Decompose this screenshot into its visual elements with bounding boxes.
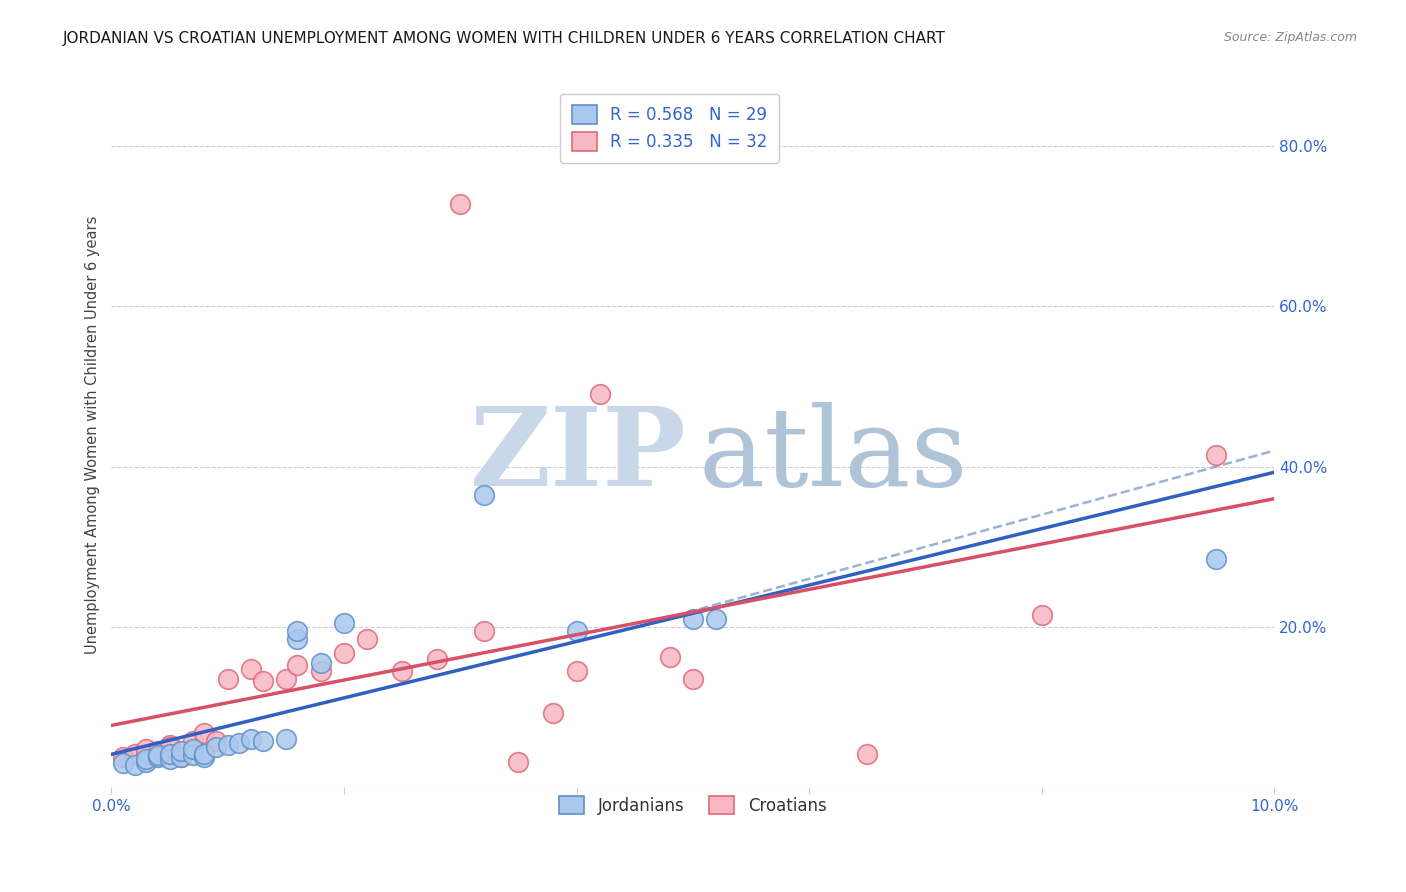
Point: [472, 488, 495, 502]
Point: [159, 739, 181, 753]
Point: [239, 732, 262, 747]
Point: [181, 741, 204, 756]
Point: [146, 749, 169, 764]
Point: [565, 624, 588, 638]
Point: [426, 652, 449, 666]
Point: [287, 632, 309, 646]
Point: [472, 624, 495, 638]
Point: [181, 733, 204, 747]
Point: [589, 387, 612, 401]
Legend: Jordanians, Croatians: Jordanians, Croatians: [550, 786, 837, 825]
Point: [135, 748, 157, 763]
Text: ZIP: ZIP: [471, 402, 688, 509]
Point: [391, 664, 413, 678]
Point: [565, 664, 588, 678]
Text: JORDANIAN VS CROATIAN UNEMPLOYMENT AMONG WOMEN WITH CHILDREN UNDER 6 YEARS CORRE: JORDANIAN VS CROATIAN UNEMPLOYMENT AMONG…: [63, 31, 946, 46]
Point: [112, 756, 135, 771]
Point: [124, 747, 146, 761]
Point: [193, 747, 215, 761]
Point: [135, 752, 157, 766]
Y-axis label: Unemployment Among Women with Children Under 6 years: Unemployment Among Women with Children U…: [86, 215, 100, 654]
Point: [704, 612, 727, 626]
Point: [217, 739, 239, 753]
Point: [228, 736, 250, 750]
Point: [309, 664, 332, 678]
Point: [274, 732, 297, 747]
Point: [170, 749, 193, 764]
Point: [287, 658, 309, 673]
Point: [658, 650, 681, 665]
Point: [205, 740, 228, 755]
Point: [333, 646, 356, 660]
Point: [170, 744, 193, 758]
Point: [543, 706, 565, 721]
Point: [146, 748, 169, 763]
Point: [181, 748, 204, 763]
Point: [449, 196, 471, 211]
Point: [508, 755, 530, 769]
Point: [856, 747, 879, 761]
Point: [205, 733, 228, 747]
Point: [159, 740, 181, 755]
Point: [252, 733, 274, 747]
Point: [309, 656, 332, 670]
Point: [682, 612, 704, 626]
Point: [1031, 607, 1053, 622]
Point: [135, 755, 157, 769]
Text: Source: ZipAtlas.com: Source: ZipAtlas.com: [1223, 31, 1357, 45]
Point: [124, 757, 146, 772]
Point: [252, 674, 274, 689]
Text: atlas: atlas: [699, 402, 969, 509]
Point: [682, 672, 704, 686]
Point: [146, 744, 169, 758]
Point: [274, 672, 297, 686]
Point: [159, 752, 181, 766]
Point: [1205, 551, 1227, 566]
Point: [287, 624, 309, 638]
Point: [333, 615, 356, 630]
Point: [217, 672, 239, 686]
Point: [193, 749, 215, 764]
Point: [239, 662, 262, 676]
Point: [193, 725, 215, 739]
Point: [135, 741, 157, 756]
Point: [1205, 448, 1227, 462]
Point: [112, 749, 135, 764]
Point: [159, 747, 181, 761]
Point: [356, 632, 378, 646]
Point: [170, 749, 193, 764]
